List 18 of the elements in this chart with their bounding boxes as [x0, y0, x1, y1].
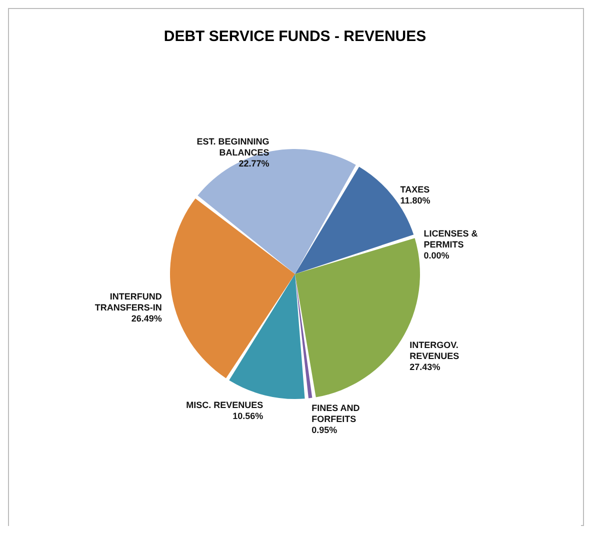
category-label: LICENSES & PERMITS [424, 228, 478, 250]
data-label: 27.43% [410, 362, 440, 372]
chart-title: DEBT SERVICE FUNDS - REVENUES [164, 28, 426, 45]
data-label: 26.49% [131, 314, 162, 324]
slice-label: FINES AND FORFEITS [312, 402, 360, 424]
slice-label: INTERFUND TRANSFERS-IN [94, 292, 162, 313]
data-label: 22.77% [238, 158, 270, 168]
pie-slice [229, 274, 305, 399]
slice-label: EST. BEGINNING BALANCES [196, 136, 270, 158]
pie-slice [170, 198, 295, 378]
slice-label: TAXES [400, 184, 430, 194]
pie-slice [198, 149, 356, 274]
data-label: 10.56% [232, 411, 264, 422]
data-label: 0.95% [312, 424, 338, 435]
data-label: 11.80% [400, 195, 430, 206]
slice-label: INTERGOV. REVENUES [410, 340, 460, 362]
slice-label: MISC. REVENUES [186, 400, 264, 410]
text: 0.00% [424, 250, 450, 260]
